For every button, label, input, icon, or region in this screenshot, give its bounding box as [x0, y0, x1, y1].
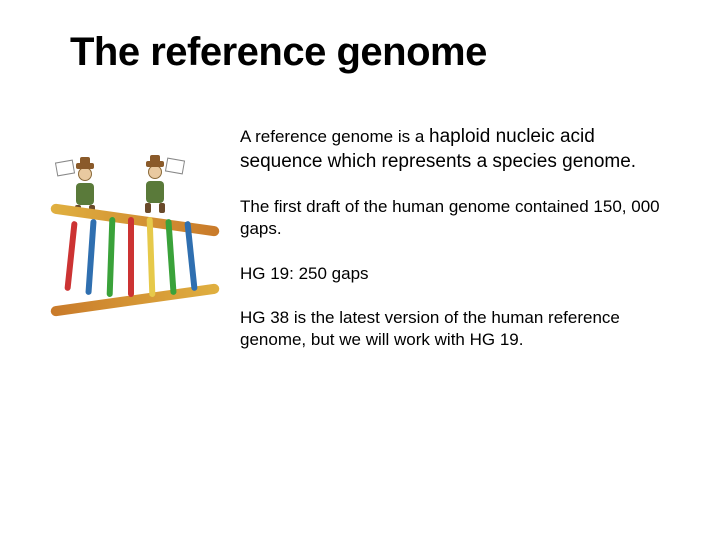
- intro-prefix: A reference genome is a: [240, 127, 429, 146]
- text-column: A reference genome is a haploid nucleic …: [240, 125, 680, 373]
- explorer-figure-right: [140, 161, 170, 209]
- explorer-figure-left: [70, 163, 100, 211]
- map-paper-icon: [55, 160, 75, 177]
- slide: The reference genome: [0, 0, 720, 540]
- dna-helix-icon: [50, 205, 220, 315]
- content-row: A reference genome is a haploid nucleic …: [70, 125, 680, 395]
- page-title: The reference genome: [70, 30, 680, 75]
- hg19-paragraph: HG 19: 250 gaps: [240, 263, 680, 285]
- hg38-paragraph: HG 38 is the latest version of the human…: [240, 307, 680, 351]
- first-draft-paragraph: The first draft of the human genome cont…: [240, 196, 680, 240]
- intro-paragraph: A reference genome is a haploid nucleic …: [240, 125, 680, 174]
- dna-cartoon-illustration: [30, 155, 220, 395]
- map-paper-icon: [165, 158, 185, 175]
